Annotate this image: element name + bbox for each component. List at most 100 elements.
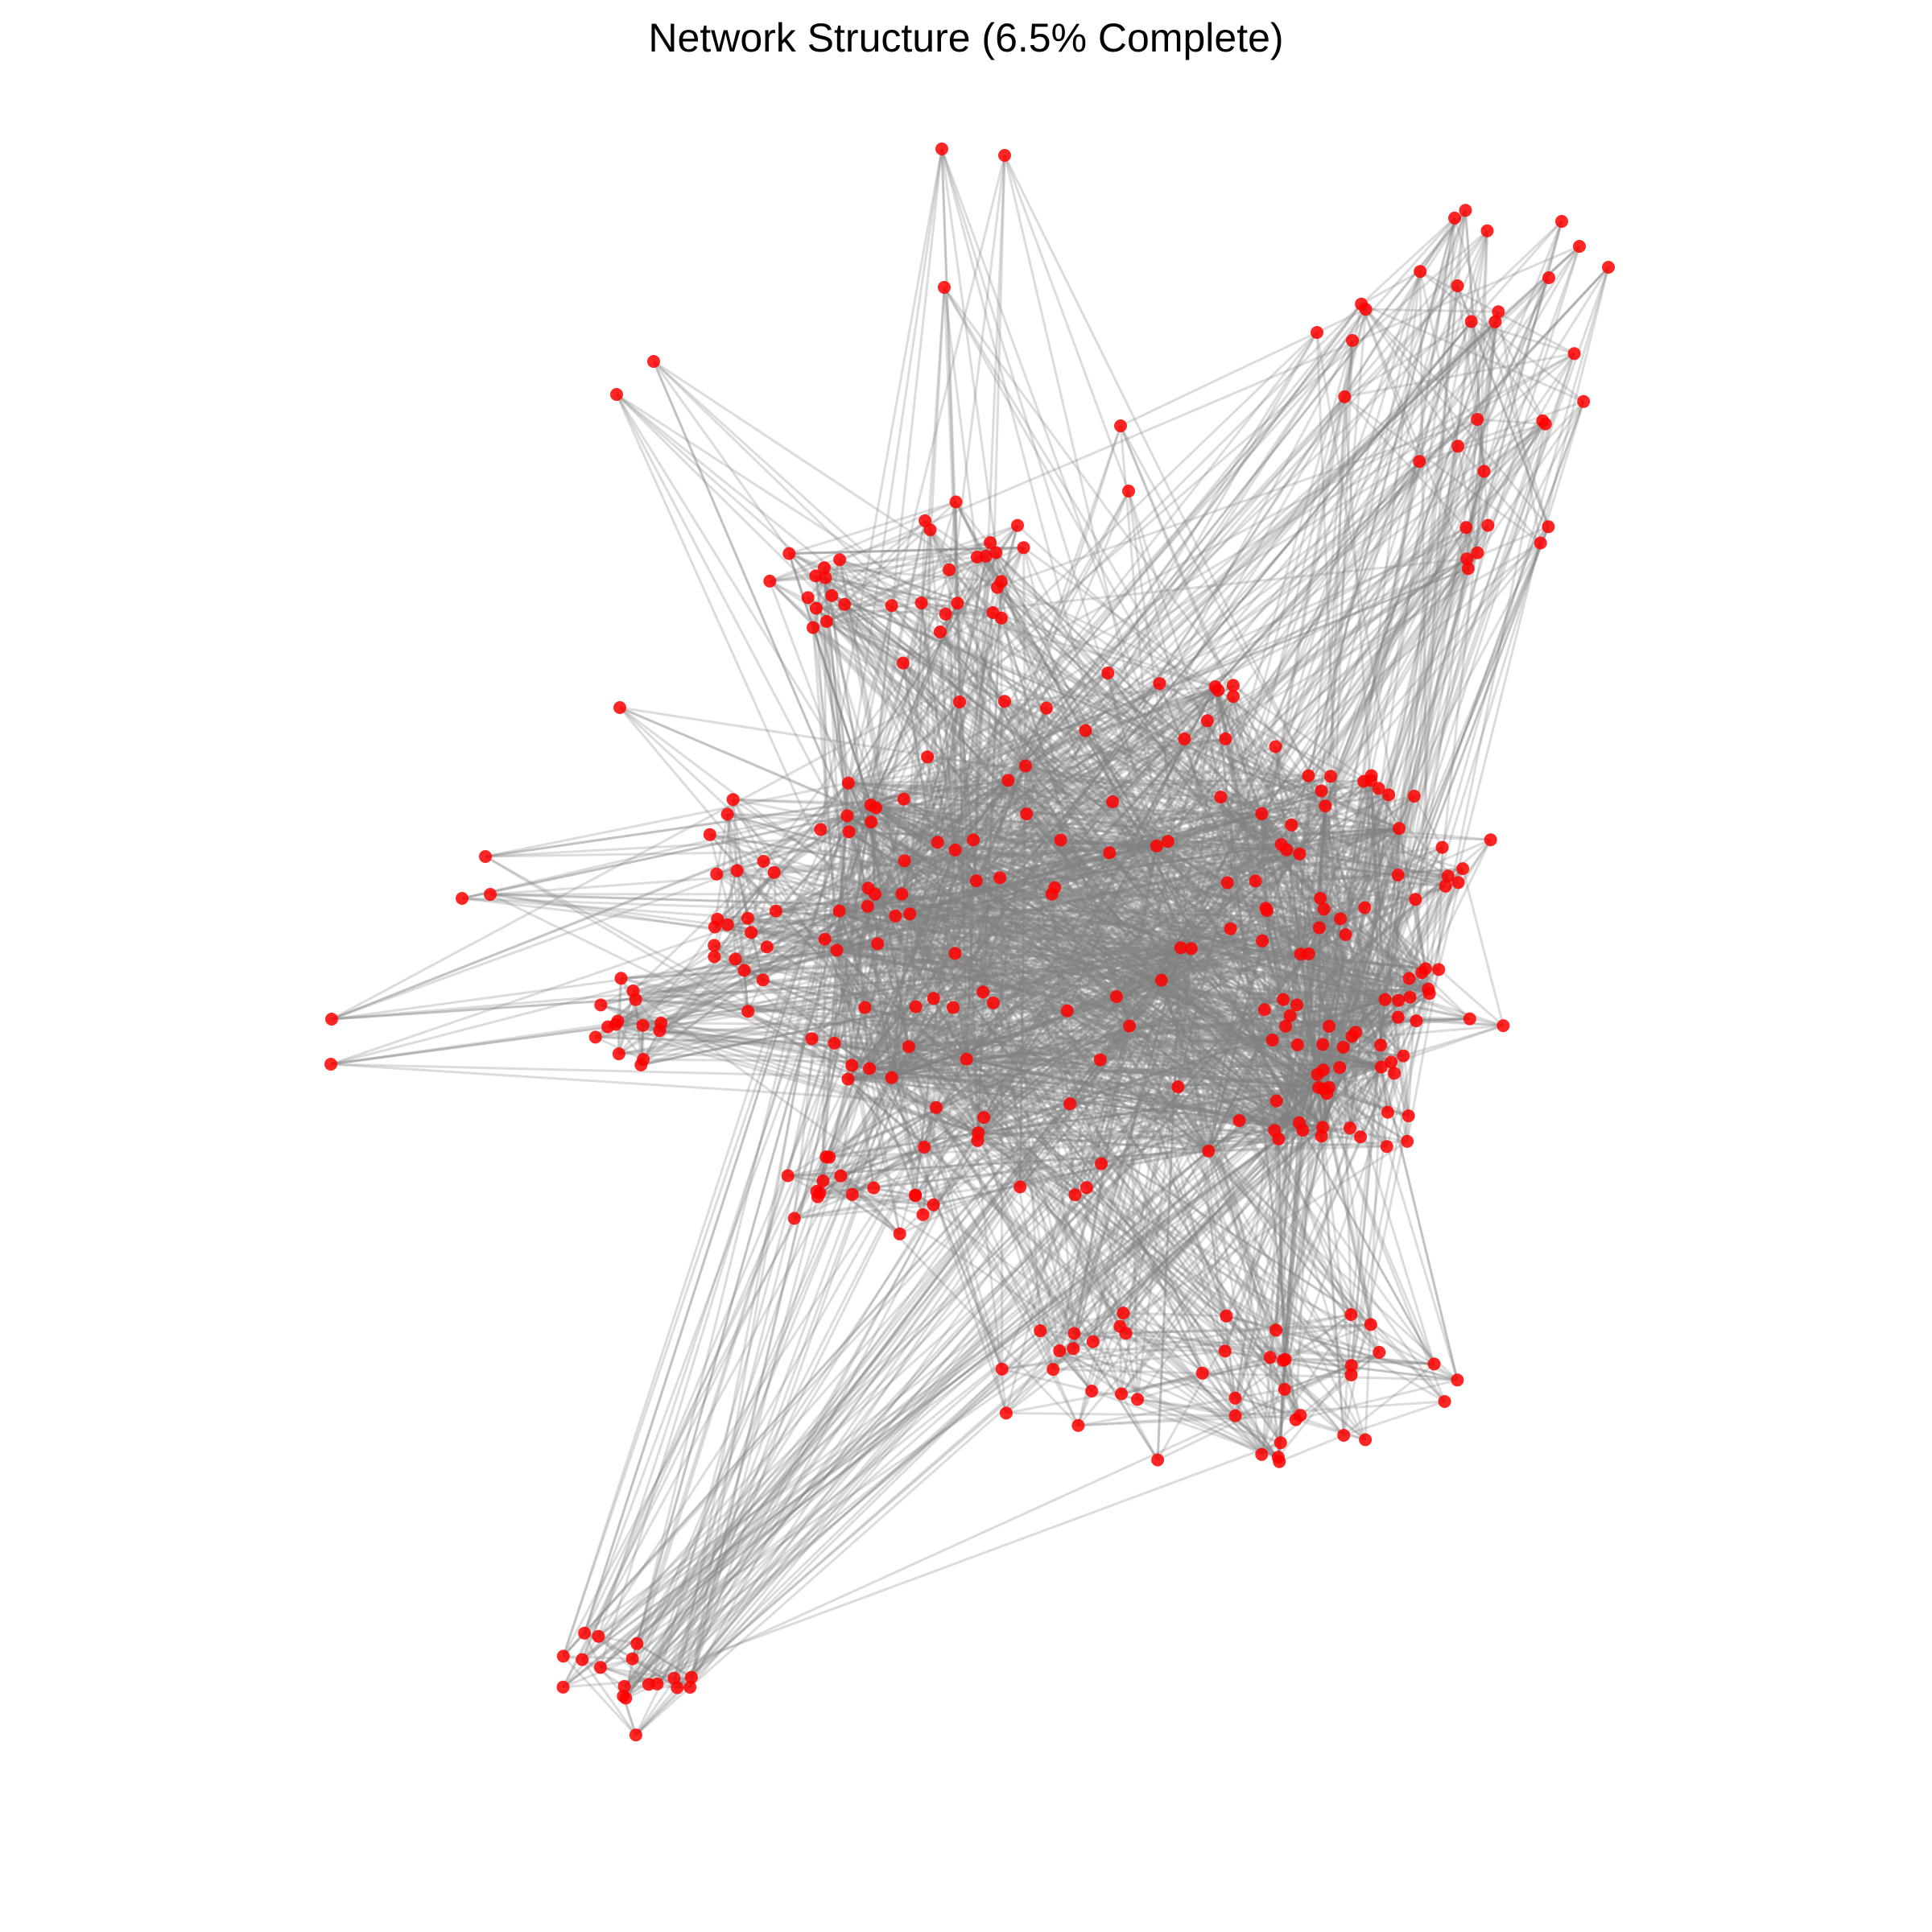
network-edge [1344,320,1472,398]
network-edge [1344,780,1373,935]
network-node [1401,1134,1414,1148]
network-edge [1350,558,1468,1376]
network-node [613,701,626,714]
network-edge [1122,1312,1279,1459]
network-edge [1323,805,1342,919]
network-node [1382,788,1396,802]
network-edge [847,155,1006,784]
network-edge [562,707,1048,1688]
network-edge [1116,988,1429,998]
network-edge [836,852,1300,952]
network-edge [836,684,1234,952]
network-node [684,1670,698,1684]
network-edge [1260,270,1422,815]
network-edge [1369,780,1387,1000]
network-edge [690,779,1009,1678]
network-node [1315,1129,1328,1143]
network-edge [1320,791,1389,1147]
network-edge [890,849,957,1079]
network-edge [1327,1026,1362,1137]
network-edge [625,353,1575,1699]
network-edge [874,790,1322,896]
network-edge [1369,780,1409,1141]
network-node [1534,536,1547,550]
network-node [841,776,855,790]
network-edge [824,938,1298,1006]
network-edge [1001,617,1449,877]
network-edge [1344,229,1488,398]
network-edge [1076,813,1263,1426]
network-edge [977,526,1468,1134]
network-node [1228,1409,1242,1422]
network-edge [836,950,871,1069]
network-node [1359,1433,1373,1447]
network-edge [648,1351,1380,1686]
network-edge [762,978,1319,1089]
network-node [1344,1359,1358,1373]
network-edge [965,813,1028,1060]
network-edge [1128,720,1209,1026]
network-edge [1180,946,1385,1001]
network-edge [580,1658,638,1736]
network-edge [1308,898,1417,956]
network-edge [1317,471,1485,1088]
network-edge [848,755,928,785]
network-edge [676,1061,1393,1689]
network-edge [714,926,825,941]
network-edge [562,988,1430,1688]
network-edge [976,556,1183,949]
network-edge [869,803,1323,1129]
network-edge [1232,696,1430,990]
network-edge [923,1007,955,1148]
network-edge [994,552,1236,1399]
network-edge [1413,795,1443,848]
network-edge [1328,1086,1389,1113]
network-edge [914,804,1327,1008]
network-edge [1179,947,1324,1090]
network-edge [1018,766,1027,1187]
network-edge [1338,828,1401,1068]
network-node [625,1652,639,1666]
network-edge [1307,906,1366,956]
network-edge [625,947,1192,1699]
network-edge [1302,526,1550,1131]
network-edge [920,602,968,1059]
network-edge [839,910,1162,982]
network-edge [939,547,1025,634]
network-edge [1054,696,1235,889]
network-edge [1230,927,1310,956]
network-edge [1190,558,1468,950]
network-edge [1119,425,1383,1068]
network-edge [1339,217,1456,919]
network-node [769,904,782,918]
network-edge [867,905,1392,1063]
network-edge [1025,813,1301,1124]
network-edge [622,947,1182,1697]
network-edge [975,879,1241,1122]
network-node [1344,1368,1358,1381]
network-edge [824,567,1301,855]
network-edge [817,1066,1382,1199]
network-edge [824,938,1228,1317]
network-edge [1384,558,1468,1000]
network-edge [1045,707,1324,1129]
network-edge [907,1046,1345,1437]
network-node [1410,1014,1423,1028]
network-edge [1266,827,1400,912]
network-edge [890,287,946,1078]
network-edge [1238,853,1301,1121]
network-edge [615,910,840,1026]
network-node [1461,562,1475,576]
network-node [1573,240,1586,253]
network-edge [850,799,906,1066]
network-edge [869,1067,1352,1377]
network-edge [769,580,1320,1089]
network-edge [1158,683,1183,948]
network-edge [868,701,961,1069]
network-edge [708,833,980,1134]
network-node [1323,1019,1335,1033]
network-edge [1301,419,1479,1131]
network-node [967,833,980,847]
network-node [1488,315,1502,328]
network-edge [1344,395,1542,544]
